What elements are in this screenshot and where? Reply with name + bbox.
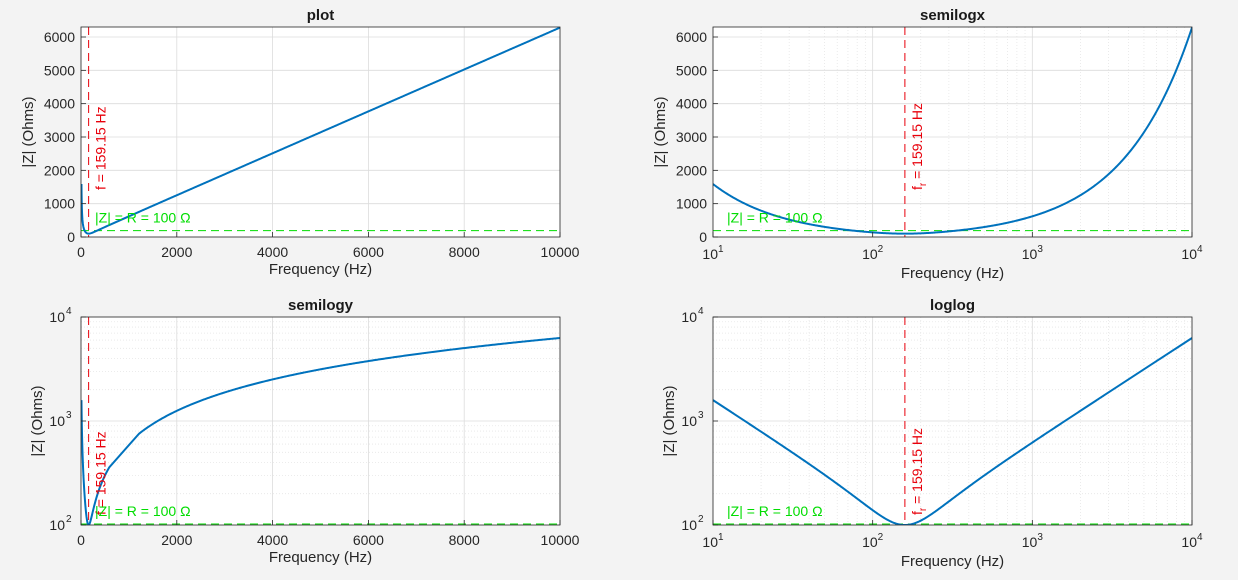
- y-axis-label: |Z| (Ohms): [652, 96, 669, 167]
- resonance-annotation: f = 159.15 Hz: [93, 106, 109, 190]
- subplot-title: plot: [307, 7, 335, 24]
- x-tick-label: 8000: [449, 532, 480, 548]
- y-tick-label: 10: [49, 413, 65, 429]
- y-axis-label: |Z| (Ohms): [29, 385, 46, 456]
- y-tick-label: 4000: [44, 96, 75, 112]
- subplot-title: semilogx: [920, 7, 986, 24]
- x-tick-label: 101: [702, 532, 724, 550]
- resonance-annotation: f = 159.15 Hz: [93, 431, 109, 515]
- resistance-annotation: |Z| = R = 100 Ω: [727, 210, 823, 226]
- y-tick-label: 5000: [44, 62, 75, 78]
- x-axis-label: Frequency (Hz): [901, 265, 1004, 282]
- y-axis-label: |Z| (Ohms): [20, 96, 37, 167]
- y-tick-label: 3000: [676, 129, 707, 145]
- y-tick-label: 1000: [676, 196, 707, 212]
- y-tick-label: 2000: [44, 162, 75, 178]
- x-tick-label: 104: [1181, 532, 1203, 550]
- x-axis-label: Frequency (Hz): [269, 261, 372, 278]
- y-tick-label: 6000: [676, 29, 707, 45]
- x-tick-label: 0: [77, 532, 85, 548]
- x-tick-label: 104: [1181, 244, 1203, 262]
- y-tick-label: 0: [67, 229, 75, 245]
- subplot-semilogx: 101 102 103 104 0 1000 2000 3000 4000 5000 6000 sem…: [652, 7, 1203, 282]
- x-tick-label: 0: [77, 244, 85, 260]
- x-tick-label: 102: [862, 244, 884, 262]
- y-tick-exponent: 4: [698, 306, 704, 317]
- x-tick-label: 102: [862, 532, 884, 550]
- y-tick-label: 2000: [676, 162, 707, 178]
- axes-frame: [80, 26, 561, 238]
- subplot-title: loglog: [930, 297, 975, 314]
- subplot-title: semilogy: [288, 297, 354, 314]
- axes-frame: [712, 26, 1193, 238]
- impedance-series-line: [81, 27, 560, 235]
- y-tick-label: 6000: [44, 29, 75, 45]
- x-tick-label: 6000: [353, 244, 384, 260]
- impedance-series-line: [81, 337, 560, 525]
- x-tick-label: 10000: [541, 532, 580, 548]
- subplot-plot: 0 2000 4000 6000 8000 10000 0 1000 2000 3000 4000 5…: [20, 7, 580, 278]
- y-tick-label: 10: [681, 309, 697, 325]
- x-tick-label: 2000: [161, 244, 192, 260]
- x-tick-label: 4000: [257, 244, 288, 260]
- resistance-annotation: |Z| = R = 100 Ω: [95, 503, 191, 519]
- x-tick-label: 101: [702, 244, 724, 262]
- x-tick-label: 103: [1022, 244, 1044, 262]
- y-tick-label: 0: [699, 229, 707, 245]
- impedance-series-line: [713, 27, 1192, 235]
- y-tick-exponent: 4: [66, 306, 72, 317]
- y-tick-label: 5000: [676, 62, 707, 78]
- y-tick-label: 10: [49, 309, 65, 325]
- y-tick-label: 10: [49, 517, 65, 533]
- resonance-annotation: fr = 159.15 Hz: [909, 103, 929, 190]
- x-tick-label: 10000: [541, 244, 580, 260]
- y-tick-exponent: 2: [698, 514, 704, 525]
- resistance-annotation: |Z| = R = 100 Ω: [727, 503, 823, 519]
- y-tick-exponent: 2: [66, 514, 72, 525]
- y-tick-label: 1000: [44, 196, 75, 212]
- y-tick-exponent: 3: [698, 410, 704, 421]
- axes-background: [713, 27, 1192, 237]
- x-tick-label: 2000: [161, 532, 192, 548]
- resistance-annotation: |Z| = R = 100 Ω: [95, 210, 191, 226]
- y-tick-label: 10: [681, 413, 697, 429]
- resonance-annotation: fr = 159.15 Hz: [909, 428, 929, 515]
- x-tick-label: 4000: [257, 532, 288, 548]
- y-tick-label: 3000: [44, 129, 75, 145]
- x-tick-label: 8000: [449, 244, 480, 260]
- y-tick-exponent: 3: [66, 410, 72, 421]
- x-tick-label: 103: [1022, 532, 1044, 550]
- x-axis-label: Frequency (Hz): [269, 549, 372, 566]
- impedance-series-line: [713, 337, 1192, 525]
- x-tick-label: 6000: [353, 532, 384, 548]
- y-tick-label: 10: [681, 517, 697, 533]
- x-axis-label: Frequency (Hz): [901, 553, 1004, 570]
- y-axis-label: |Z| (Ohms): [661, 385, 678, 456]
- y-tick-label: 4000: [676, 96, 707, 112]
